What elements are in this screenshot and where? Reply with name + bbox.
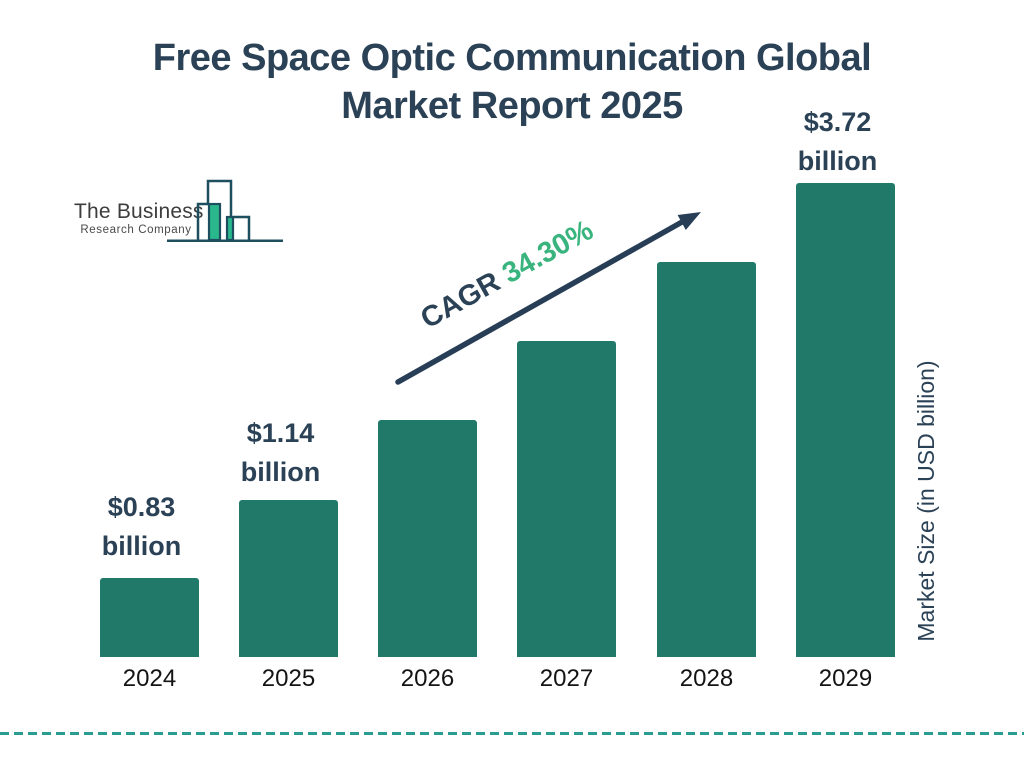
- x-tick-label-2029: 2029: [818, 665, 873, 692]
- cagr-trend-arrow: [395, 212, 701, 385]
- bar-2028: [657, 262, 756, 657]
- bar-2025: [239, 500, 338, 657]
- x-tick-label-2026: 2026: [400, 665, 455, 692]
- logo-company-subname: Research Company: [80, 224, 192, 236]
- logo: The Business Research Company: [74, 176, 289, 246]
- logo-bar-chart-icon: [167, 179, 283, 243]
- y-axis-label: Market Size (in USD billion): [913, 360, 939, 642]
- value-amount: $3.72: [803, 107, 872, 137]
- x-tick-label-2025: 2025: [261, 665, 316, 692]
- value-label-2024: $0.83 billion: [72, 488, 212, 566]
- bottom-dashed-line: [0, 732, 1024, 735]
- logo-text: The Business Research Company: [74, 200, 204, 236]
- value-amount: $1.14: [246, 418, 315, 448]
- x-tick-label-2024: 2024: [122, 665, 177, 692]
- bar-2024: [100, 578, 199, 657]
- bar-2026: [378, 420, 477, 657]
- page-title-line1: Free Space Optic Communication Global: [152, 37, 872, 79]
- page-title-line2: Market Report 2025: [341, 85, 683, 127]
- x-tick-label-2027: 2027: [539, 665, 594, 692]
- value-unit: billion: [101, 531, 182, 561]
- page-title: Free Space Optic Communication Global Ma…: [0, 34, 1024, 130]
- x-tick-label-2028: 2028: [679, 665, 734, 692]
- value-label-2025: $1.14 billion: [211, 414, 351, 492]
- logo-company-name: The Business: [74, 200, 204, 223]
- bar-2029: [796, 183, 895, 657]
- value-unit: billion: [240, 457, 321, 487]
- value-label-2029: $3.72 billion: [768, 103, 908, 181]
- value-unit: billion: [797, 146, 878, 176]
- bar-2027: [517, 341, 616, 657]
- value-amount: $0.83: [107, 492, 176, 522]
